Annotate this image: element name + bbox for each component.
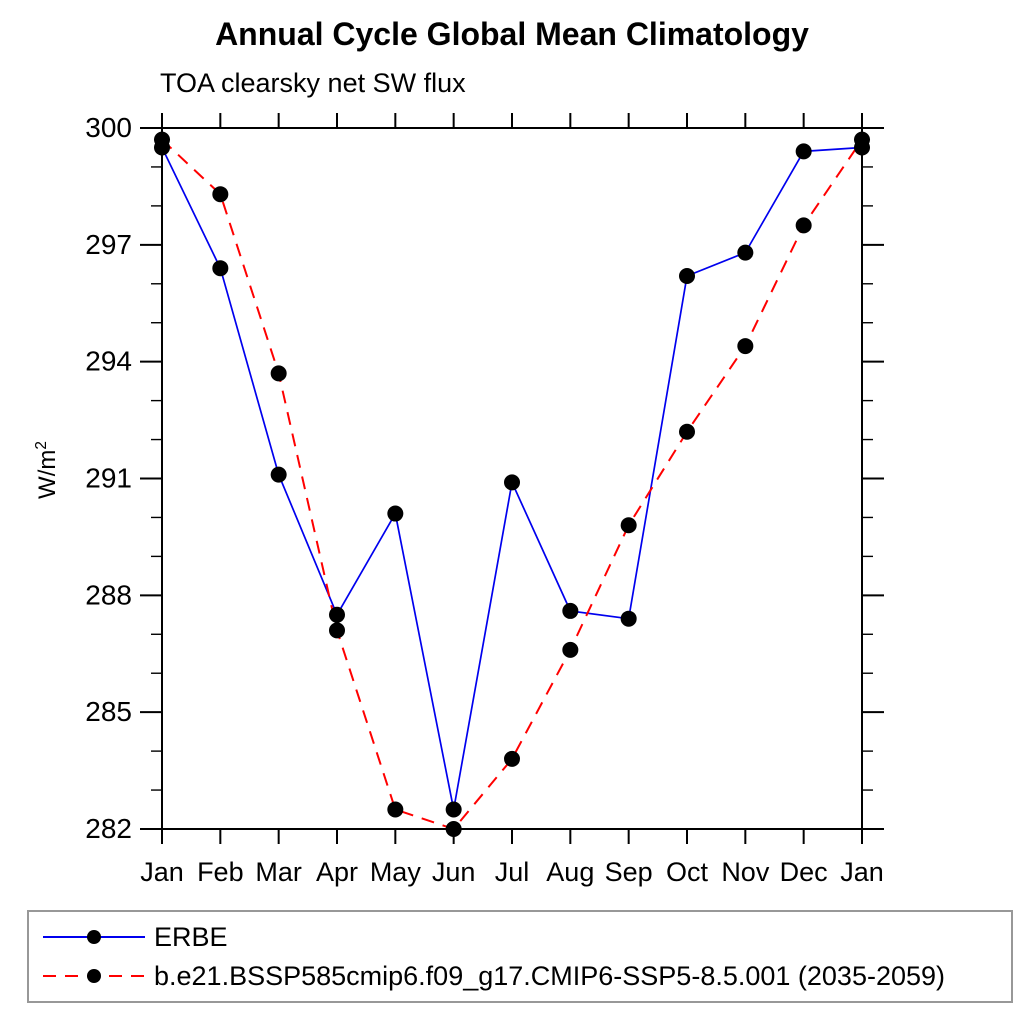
y-axis-label: W/m2 <box>33 422 63 518</box>
y-tick-label: 288 <box>85 579 132 610</box>
data-point-series-0 <box>387 505 404 522</box>
data-point-series-1 <box>795 217 812 234</box>
data-point-series-1 <box>387 801 404 818</box>
x-tick-label: Oct <box>666 857 709 887</box>
x-tick-label: Jan <box>140 857 184 887</box>
plot-frame <box>161 127 863 830</box>
y-tick-label: 291 <box>85 463 132 494</box>
legend-label-erbe: ERBE <box>154 921 228 952</box>
x-tick-label: Mar <box>255 857 302 887</box>
y-tick-label: 294 <box>85 346 132 377</box>
data-point-series-1 <box>445 821 462 837</box>
x-tick-label: May <box>370 857 422 887</box>
data-point-series-0 <box>679 267 695 284</box>
data-point-series-0 <box>270 466 287 483</box>
y-tick-label: 282 <box>85 813 132 844</box>
data-point-series-0 <box>737 244 754 261</box>
x-tick-label: Jul <box>495 857 530 887</box>
legend-key-dashed-line-icon <box>43 969 145 984</box>
data-point-series-1 <box>562 641 579 658</box>
data-point-series-0 <box>620 610 637 627</box>
data-point-series-1 <box>270 365 287 382</box>
x-tick-label: Dec <box>780 857 828 887</box>
data-point-series-1 <box>504 750 520 767</box>
x-tick-label: Feb <box>197 857 244 887</box>
x-tick-label: Aug <box>546 857 594 887</box>
data-point-series-1 <box>154 131 170 148</box>
legend-label-model: b.e21.BSSP585cmip6.f09_g17.CMIP6-SSP5-8.… <box>154 961 946 992</box>
data-point-series-0 <box>795 143 812 160</box>
x-tick-label: Apr <box>316 857 358 887</box>
y-tick-label: 285 <box>85 696 132 727</box>
x-tick-label: Nov <box>721 857 770 887</box>
legend-entry-erbe: ERBE <box>41 922 1009 952</box>
data-point-series-1 <box>737 338 754 355</box>
data-point-series-0 <box>504 474 520 491</box>
y-tick-label: 297 <box>85 229 132 260</box>
legend-marker-dot <box>87 969 101 984</box>
y-axis-label-text: W/m <box>34 449 61 499</box>
legend-key-solid-line-icon <box>43 929 145 944</box>
chart-subtitle: TOA clearsky net SW flux <box>160 68 466 98</box>
x-tick-label: Jan <box>840 857 884 887</box>
data-point-series-1 <box>854 131 870 148</box>
legend-marker-dot <box>87 929 101 944</box>
x-tick-label: Sep <box>605 857 653 887</box>
x-tick-label: Jun <box>432 857 476 887</box>
y-axis-label-sup: 2 <box>33 441 50 450</box>
data-point-series-1 <box>212 186 229 203</box>
legend: ERBE b.e21.BSSP585cmip6.f09_g17.CMIP6-SS… <box>27 910 1013 1003</box>
data-point-series-0 <box>445 801 462 818</box>
data-point-series-1 <box>679 423 695 440</box>
data-point-series-0 <box>329 606 345 623</box>
data-point-series-0 <box>562 602 579 619</box>
chart-title: Annual Cycle Global Mean Climatology <box>215 16 809 52</box>
data-point-series-0 <box>212 260 229 277</box>
legend-entry-model: b.e21.BSSP585cmip6.f09_g17.CMIP6-SSP5-8.… <box>41 961 1009 991</box>
y-tick-label: 300 <box>85 112 132 143</box>
data-point-series-1 <box>620 517 637 534</box>
data-point-series-1 <box>329 622 345 639</box>
